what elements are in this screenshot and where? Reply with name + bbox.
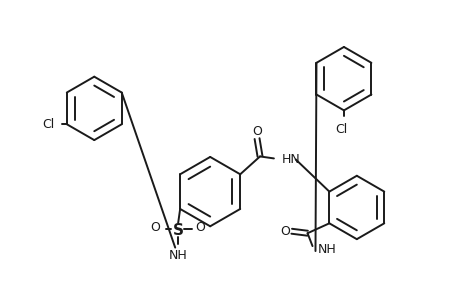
Text: O: O (195, 221, 204, 234)
Text: S: S (172, 223, 183, 238)
Text: Cl: Cl (43, 118, 55, 131)
Text: O: O (252, 125, 262, 138)
Text: O: O (150, 221, 160, 234)
Text: Cl: Cl (334, 123, 347, 136)
Text: NH: NH (168, 249, 187, 262)
Text: HN: HN (281, 153, 300, 166)
Text: NH: NH (317, 243, 336, 256)
Text: O: O (279, 225, 289, 238)
